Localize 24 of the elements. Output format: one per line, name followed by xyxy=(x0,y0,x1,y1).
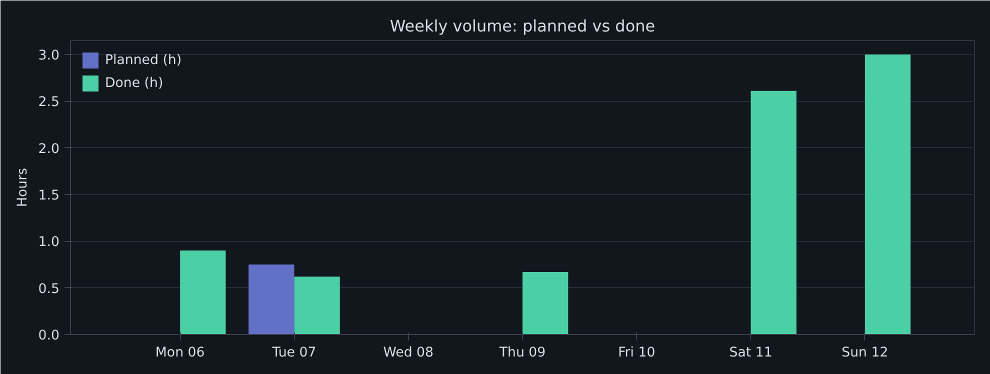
y-tick-label: 1.0 xyxy=(38,235,60,250)
x-tick-label: Mon 06 xyxy=(155,346,205,360)
x-tick-label: Wed 08 xyxy=(383,346,434,360)
bar xyxy=(522,272,568,334)
bar xyxy=(248,264,294,334)
bar xyxy=(750,90,796,334)
bar xyxy=(864,54,911,334)
x-tick-label: Fri 10 xyxy=(618,346,656,360)
y-tick-label: 2.0 xyxy=(38,142,60,157)
bar xyxy=(180,250,226,334)
chart-title: Weekly volume: planned vs done xyxy=(390,16,656,36)
y-tick-label: 2.5 xyxy=(38,95,60,110)
y-tick-label: 1.5 xyxy=(38,188,60,204)
y-tick-label: 3.0 xyxy=(38,48,60,64)
y-axis-title: Hours xyxy=(15,168,30,208)
y-tick-label: 0.5 xyxy=(38,282,60,297)
x-tick-label: Sun 12 xyxy=(842,346,888,360)
x-tick-label: Thu 09 xyxy=(498,346,546,360)
bar xyxy=(294,276,340,334)
x-tick-label: Sat 11 xyxy=(729,346,772,360)
legend-label: Done (h) xyxy=(105,76,164,90)
y-tick-label: 0.0 xyxy=(38,328,60,344)
x-tick-label: Tue 07 xyxy=(271,346,316,360)
legend-label: Planned (h) xyxy=(105,52,182,68)
